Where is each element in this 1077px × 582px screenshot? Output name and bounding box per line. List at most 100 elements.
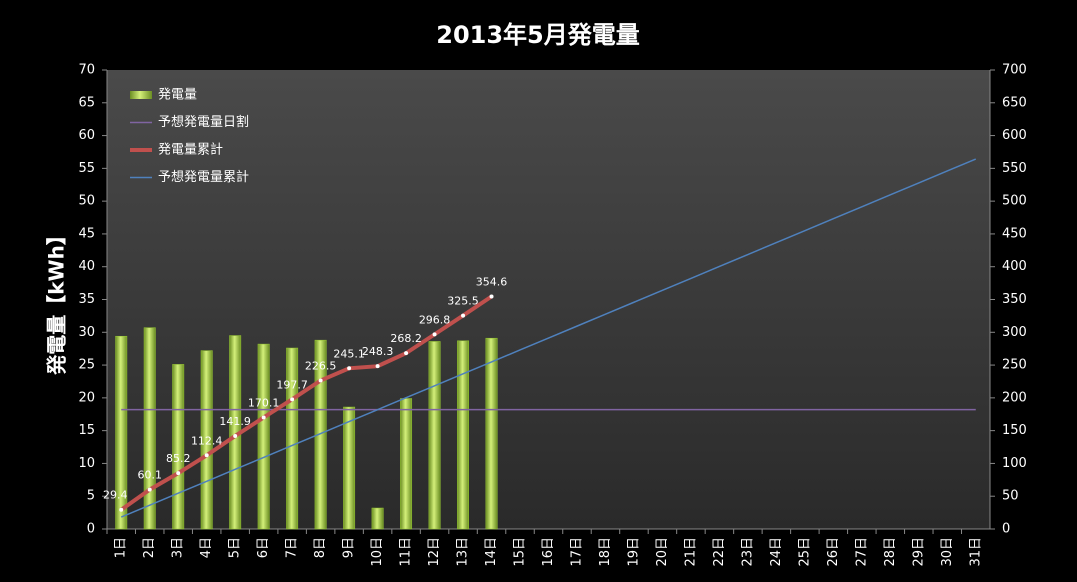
y2-tick-label: 300	[1002, 325, 1027, 340]
point-marker	[489, 294, 494, 299]
x-tick-label: 11日	[399, 537, 414, 567]
data-label: 248.3	[362, 345, 394, 358]
x-tick-label: 3日	[171, 537, 186, 558]
y2-tick-label: 250	[1002, 358, 1027, 373]
x-tick-label: 10日	[370, 537, 385, 567]
point-marker	[404, 351, 409, 356]
bar	[371, 507, 384, 530]
point-marker	[375, 364, 380, 369]
data-label: 268.2	[390, 332, 422, 345]
y-tick-label: 0	[87, 522, 95, 537]
legend-label: 予想発電量累計	[158, 169, 249, 185]
x-tick-label: 13日	[456, 537, 471, 567]
x-tick-label: 6日	[256, 537, 271, 558]
y-tick-label: 20	[78, 390, 95, 405]
y2-tick-label: 600	[1002, 128, 1027, 143]
x-tick-label: 17日	[569, 537, 584, 567]
data-label: 354.6	[476, 275, 508, 288]
chart-title: 2013年5月発電量	[436, 21, 640, 49]
y2-tick-label: 150	[1002, 423, 1027, 438]
x-tick-label: 12日	[427, 537, 442, 567]
x-tick-label: 1日	[114, 537, 129, 558]
data-label: 325.5	[447, 295, 479, 308]
data-label: 197.7	[276, 378, 308, 391]
y2-tick-label: 650	[1002, 95, 1027, 110]
series-line	[120, 158, 977, 518]
bar	[115, 335, 128, 530]
point-marker	[119, 507, 124, 512]
point-marker	[147, 487, 152, 492]
data-label: 85.2	[166, 452, 191, 465]
y-tick-label: 60	[78, 128, 95, 143]
plot-area	[107, 70, 990, 529]
point-marker	[347, 366, 352, 371]
y2-tick-label: 400	[1002, 259, 1027, 274]
x-tick-label: 28日	[883, 537, 898, 567]
x-tick-label: 20日	[655, 537, 670, 567]
bar	[200, 350, 213, 530]
x-tick-label: 19日	[626, 537, 641, 567]
bar	[457, 340, 469, 530]
y-tick-label: 30	[78, 325, 95, 340]
legend-label: 発電量	[158, 88, 197, 103]
x-tick-label: 9日	[342, 537, 357, 558]
y2-tick-label: 500	[1002, 194, 1027, 209]
y-tick-label: 10	[78, 456, 95, 471]
data-label: 296.8	[419, 313, 451, 326]
data-label: 60.1	[137, 469, 162, 482]
y2-tick-label: 350	[1002, 292, 1027, 307]
y-tick-label: 40	[78, 259, 95, 274]
x-tick-label: 16日	[541, 537, 556, 567]
y2-tick-label: 100	[1002, 456, 1027, 471]
bar	[257, 343, 270, 530]
point-marker	[261, 415, 266, 420]
bar	[172, 364, 185, 530]
x-tick-label: 8日	[313, 537, 328, 558]
y-axis-label: 発電量【kWh】	[45, 225, 69, 376]
x-tick-label: 30日	[940, 537, 955, 567]
x-tick-label: 31日	[968, 537, 983, 567]
y-tick-label: 50	[78, 194, 95, 209]
data-label: 112.4	[191, 434, 223, 447]
data-label: 245.1	[333, 347, 365, 360]
x-tick-label: 14日	[484, 537, 499, 567]
x-tick-label: 2日	[142, 537, 157, 558]
legend-label: 発電量累計	[158, 142, 223, 158]
bar	[428, 341, 441, 530]
bar	[143, 327, 156, 530]
bar	[314, 339, 327, 530]
y2-tick-label: 50	[1002, 489, 1019, 504]
data-label: 226.5	[305, 359, 337, 372]
data-label: 141.9	[219, 415, 251, 428]
x-tick-label: 27日	[854, 537, 869, 567]
x-tick-label: 18日	[598, 537, 613, 567]
x-tick-label: 29日	[911, 537, 926, 567]
bar	[286, 347, 299, 530]
x-tick-label: 5日	[228, 537, 243, 558]
y2-tick-label: 700	[1002, 63, 1027, 78]
x-tick-label: 4日	[199, 537, 214, 558]
series-line	[120, 294, 493, 512]
bar	[400, 398, 413, 530]
y-tick-label: 35	[78, 292, 95, 307]
bar	[485, 337, 498, 530]
y2-tick-label: 200	[1002, 390, 1027, 405]
x-tick-label: 22日	[712, 537, 727, 567]
x-tick-label: 15日	[513, 537, 528, 567]
point-marker	[233, 433, 238, 438]
point-marker	[176, 471, 181, 476]
y2-tick-label: 0	[1002, 522, 1010, 537]
x-tick-label: 25日	[797, 537, 812, 567]
y2-tick-label: 450	[1002, 226, 1027, 241]
point-marker	[318, 378, 323, 383]
x-tick-label: 7日	[285, 537, 300, 558]
x-tick-label: 26日	[826, 537, 841, 567]
y-tick-label: 5	[87, 489, 95, 504]
y-tick-label: 45	[78, 226, 95, 241]
legend-swatch	[130, 91, 152, 99]
y-tick-label: 15	[78, 423, 95, 438]
x-tick-label: 23日	[740, 537, 755, 567]
point-marker	[461, 313, 466, 318]
y-tick-label: 25	[78, 358, 95, 373]
